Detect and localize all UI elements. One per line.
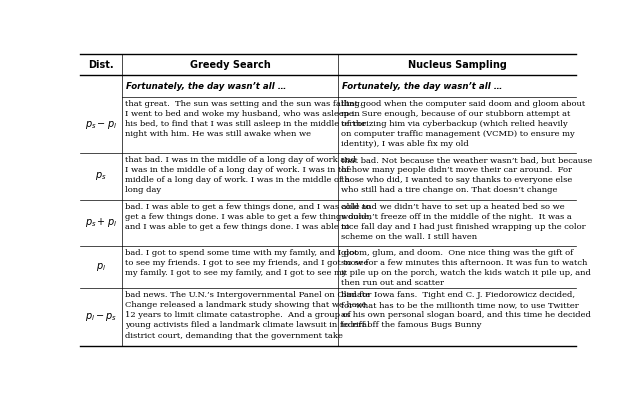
Text: bad for Iowa fans.  Tight end C. J. Fiedorowicz decided,
for what has to be the : bad for Iowa fans. Tight end C. J. Fiedo…: [341, 291, 591, 330]
Text: Fortunately, the day wasn’t all …: Fortunately, the day wasn’t all …: [126, 82, 287, 91]
Text: that great.  The sun was setting and the sun was falling.
I went to bed and woke: that great. The sun was setting and the …: [125, 100, 366, 138]
Text: bad. I got to spend some time with my family, and I got
to see my friends. I got: bad. I got to spend some time with my fa…: [125, 249, 369, 277]
Text: bad news. The U.N.’s Intergovernmental Panel on Climate
Change released a landma: bad news. The U.N.’s Intergovernmental P…: [125, 291, 371, 339]
Text: cold and we didn’t have to set up a heated bed so we
wouldn’t freeze off in the : cold and we didn’t have to set up a heat…: [341, 202, 586, 241]
Text: bad. I was able to get a few things done, and I was able to
get a few things don: bad. I was able to get a few things done…: [125, 202, 372, 231]
Text: $p_l$: $p_l$: [96, 261, 106, 273]
Text: Nucleus Sampling: Nucleus Sampling: [408, 60, 506, 69]
Text: that bad. I was in the middle of a long day of work and
I was in the middle of a: that bad. I was in the middle of a long …: [125, 156, 356, 194]
Text: Greedy Search: Greedy Search: [189, 60, 271, 69]
Text: gloom, glum, and doom.  One nice thing was the gift of
snow for a few minutes th: gloom, glum, and doom. One nice thing wa…: [341, 249, 591, 287]
Text: $p_s+p_l$: $p_s+p_l$: [85, 216, 117, 229]
Text: $p_l-p_s$: $p_l-p_s$: [85, 311, 117, 323]
Text: that bad. Not because the weather wasn’t bad, but because
of how many people did: that bad. Not because the weather wasn’t…: [341, 156, 592, 194]
Text: that good when the computer said doom and gloom about
me.  Sure enough, because : that good when the computer said doom an…: [341, 100, 585, 148]
Text: Fortunately, the day wasn’t all …: Fortunately, the day wasn’t all …: [342, 82, 502, 91]
Text: $p_s$: $p_s$: [95, 170, 107, 182]
Text: $p_s-p_l$: $p_s-p_l$: [85, 119, 117, 131]
Text: Dist.: Dist.: [88, 60, 114, 69]
